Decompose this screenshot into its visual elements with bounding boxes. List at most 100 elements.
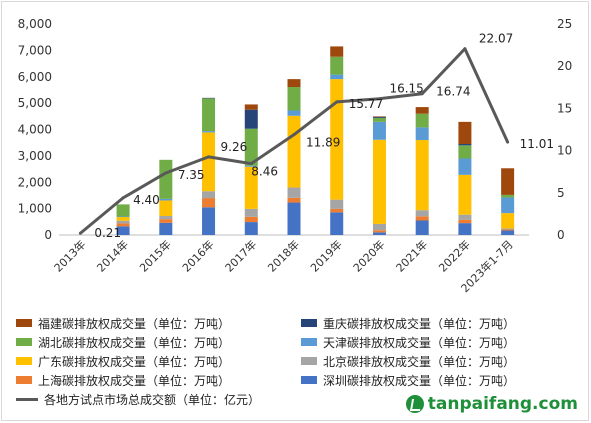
x-tick-label: 2019年: [307, 237, 344, 274]
legend-item: 上海碳排放权成交量（单位：万吨）: [16, 371, 230, 389]
line-data-label: 15.77: [349, 97, 383, 111]
legend-label: 重庆碳排放权成交量（单位：万吨）: [323, 316, 516, 331]
bar-segment: [501, 197, 515, 214]
line-point: [292, 133, 296, 137]
bar-segment: [372, 121, 386, 140]
bar-segment: [116, 223, 130, 227]
legend-swatch: [16, 319, 32, 327]
legend-label: 天津碳排放权成交量（单位：万吨）: [323, 335, 516, 350]
line-data-label: 9.26: [221, 140, 248, 154]
bar-segment: [244, 109, 258, 129]
bar-segment: [159, 159, 173, 199]
bar-segment: [458, 219, 472, 224]
line-data-label: 16.74: [436, 85, 470, 99]
line-point: [463, 47, 467, 51]
legend-item: 深圳碳排放权成交量（单位：万吨）: [301, 371, 515, 389]
x-tick-label: 2013年: [51, 237, 88, 274]
line-data-label: 22.07: [479, 32, 513, 46]
bar-segment: [458, 145, 472, 159]
bar-segment: [116, 216, 130, 218]
bar-segment: [202, 97, 216, 99]
bar-segment: [501, 229, 515, 231]
y-right-tick-label: 20: [557, 59, 572, 73]
legend-label: 深圳碳排放权成交量（单位：万吨）: [323, 373, 516, 388]
bar-segment: [287, 202, 301, 235]
y-left-tick-label: 6,000: [18, 70, 52, 84]
legend-item: 北京碳排放权成交量（单位：万吨）: [301, 352, 515, 370]
bar-segment: [116, 204, 130, 217]
bar-segment: [287, 187, 301, 198]
bar-segment: [415, 107, 429, 114]
bar-segment: [372, 116, 386, 118]
bar-segment: [415, 216, 429, 221]
legend-item: 湖北碳排放权成交量（单位：万吨）: [16, 333, 230, 351]
line-data-label: 8.46: [251, 165, 278, 179]
line-point: [121, 196, 125, 200]
legend-item: 天津碳排放权成交量（单位：万吨）: [301, 333, 515, 351]
leaf-logo-icon: [405, 395, 424, 413]
bar-segment: [287, 115, 301, 188]
watermark-text: tanpaifang.com: [427, 394, 578, 414]
y-right-tick-label: 5: [557, 186, 565, 200]
y-left-tick-label: 3,000: [18, 149, 52, 163]
legend-label: 广东碳排放权成交量（单位：万吨）: [38, 354, 231, 369]
bar-segment: [116, 226, 130, 235]
legend-label: 湖北碳排放权成交量（单位：万吨）: [38, 335, 231, 350]
bar-segment: [501, 194, 515, 198]
bar-segment: [244, 208, 258, 217]
line-point: [249, 162, 253, 166]
bar-segment: [330, 46, 344, 57]
bar-segment: [330, 79, 344, 200]
bar-segment: [415, 210, 429, 217]
bar-segment: [372, 230, 386, 233]
bar-segment: [415, 140, 429, 211]
bar-segment: [330, 212, 344, 235]
bar-segment: [501, 168, 515, 195]
x-tick-label: 2020年: [350, 237, 387, 274]
bar-segment: [501, 228, 515, 230]
legend: 福建碳排放权成交量（单位：万吨） 重庆碳排放权成交量（单位：万吨） 湖北碳排放权成交…: [14, 312, 574, 412]
chart-svg: 0 1,000 2,000 3,000 4,000 5,000 6,000 7,000 8,00…: [18, 17, 573, 295]
bar-segment: [202, 198, 216, 208]
bar-segment: [330, 56, 344, 75]
total-turnover-line: [78, 47, 510, 235]
bar-segment: [287, 197, 301, 203]
legend-swatch: [301, 357, 317, 365]
bar-segment: [244, 216, 258, 223]
bar-segment: [372, 139, 386, 224]
bar-segment: [372, 232, 386, 235]
line-data-labels: 0.21 4.40 7.35 9.268.46 11.89 15.77 16.15 16.74…: [94, 32, 554, 240]
bar-segment: [458, 223, 472, 235]
bar-segment: [458, 174, 472, 215]
y-right-tick-label: 15: [557, 101, 572, 115]
x-tick-label: 2017年: [222, 237, 259, 274]
bar-segment: [501, 213, 515, 229]
y-left-tick-label: 8,000: [18, 17, 52, 31]
bar-segment: [202, 132, 216, 192]
bar-segment: [287, 110, 301, 116]
bar-segment: [116, 217, 130, 221]
bar-segment: [116, 220, 130, 224]
bar-segment: [202, 207, 216, 235]
line-point: [506, 140, 510, 144]
bar-segment: [287, 79, 301, 88]
stacked-bars: [116, 46, 515, 235]
bar-segment: [372, 223, 386, 231]
legend-label: 各地方试点市场总成交额（单位：亿元）: [44, 392, 261, 407]
line-data-label: 4.40: [133, 193, 160, 207]
legend-swatch: [16, 376, 32, 384]
x-tick-label: 2018年: [265, 237, 302, 274]
bar-segment: [202, 191, 216, 199]
x-tick-label: 2021年: [393, 237, 430, 274]
y-left-tick-label: 7,000: [18, 43, 52, 57]
x-tick-label: 2022年: [436, 237, 473, 274]
legend-label: 上海碳排放权成交量（单位：万吨）: [38, 373, 231, 388]
bar-segment: [244, 128, 258, 166]
bar-segment: [244, 166, 258, 209]
bar-segment: [458, 214, 472, 220]
bar-segment: [244, 165, 258, 167]
y-left-tick-label: 4,000: [18, 123, 52, 137]
line-point: [335, 100, 339, 104]
bar-segment: [330, 199, 344, 209]
